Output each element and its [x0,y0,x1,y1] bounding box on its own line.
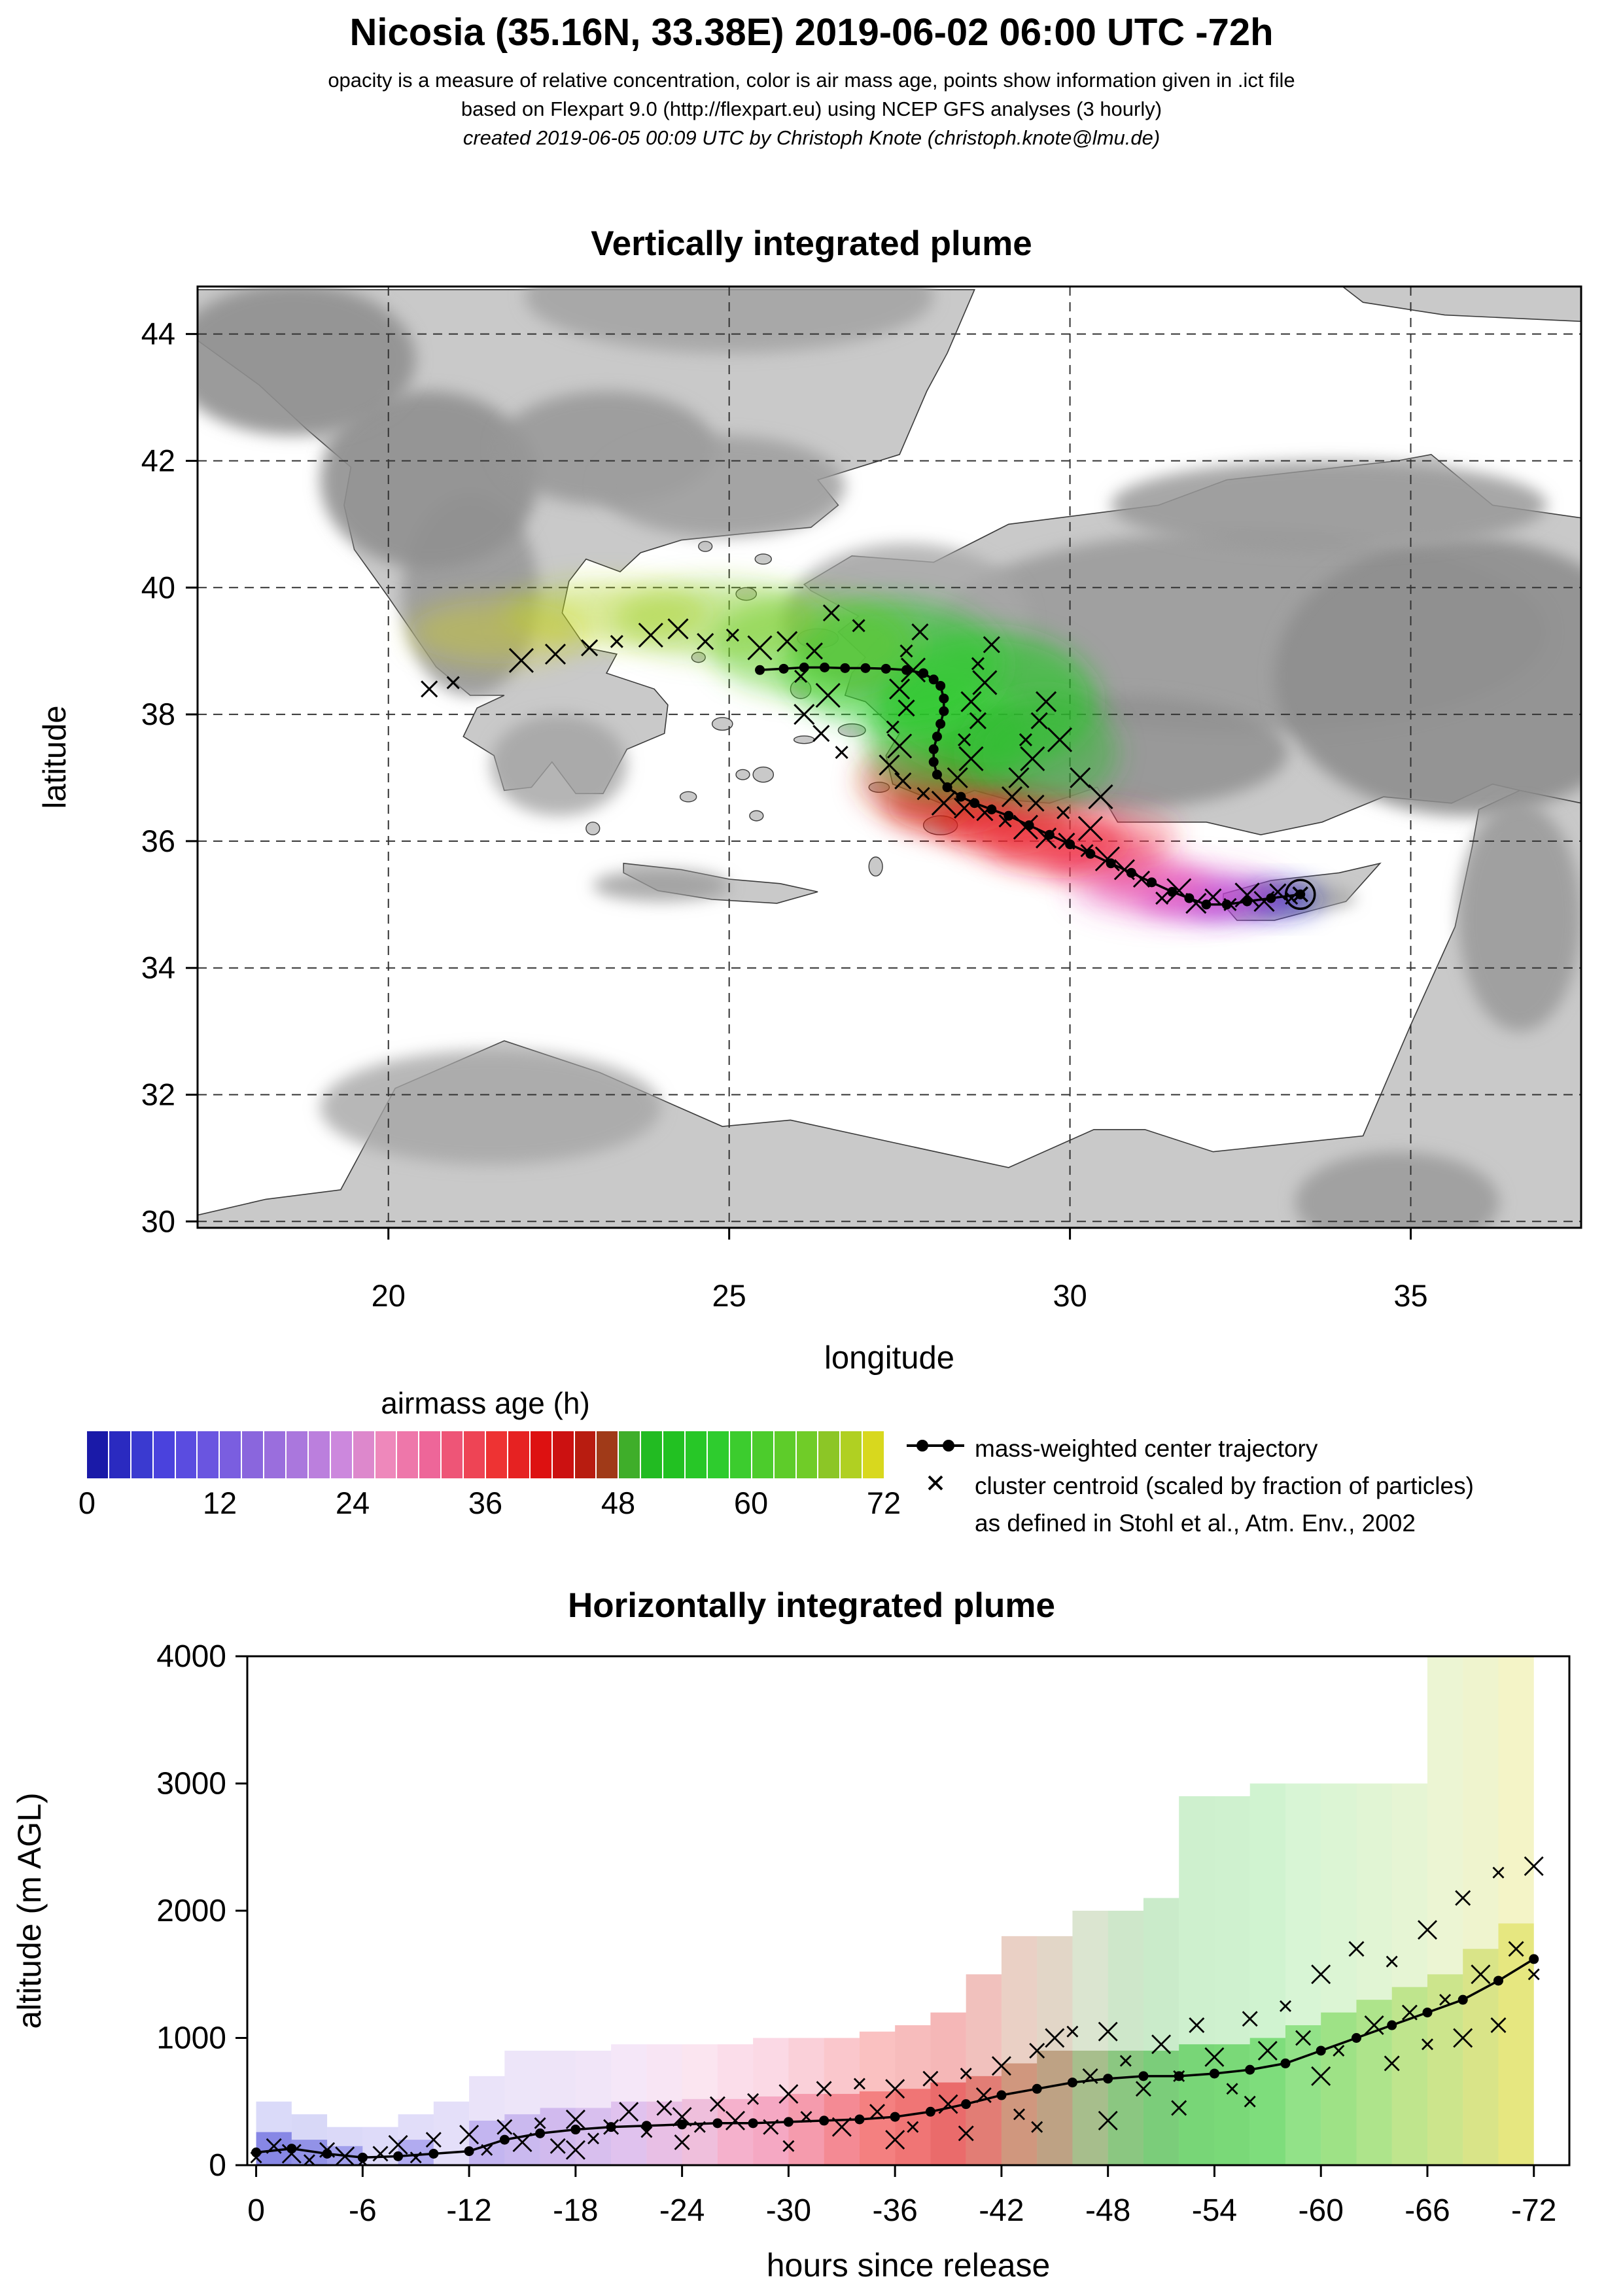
trajectory-line-icon [903,1433,975,1465]
svg-text:-48: -48 [1085,2193,1130,2228]
svg-text:35: 35 [1393,1278,1427,1313]
svg-text:-6: -6 [349,2193,377,2228]
svg-text:-30: -30 [766,2193,811,2228]
legend-centroid-label: cluster centroid (scaled by fraction of … [975,1472,1474,1499]
svg-text:altitude (m AGL): altitude (m AGL) [11,1792,48,2028]
colorbar-tick-label: 36 [468,1486,503,1520]
svg-text:-24: -24 [659,2193,705,2228]
svg-text:0: 0 [209,2148,226,2183]
svg-text:-60: -60 [1299,2193,1344,2228]
svg-text:34: 34 [141,950,175,985]
colorbar-tick-label: 12 [202,1486,237,1520]
colorbar [87,1431,884,1478]
svg-text:0: 0 [247,2193,265,2228]
svg-text:longitude: longitude [824,1340,954,1376]
legend-trajectory-label: mass-weighted center trajectory [975,1435,1318,1462]
profile-chart-title: Horizontally integrated plume [567,1586,1056,1625]
legend-trajectory-row: mass-weighted center trajectory [903,1430,1609,1467]
subtitle-line-2: based on Flexpart 9.0 (http://flexpart.e… [461,97,1162,120]
svg-text:42: 42 [141,443,175,478]
svg-text:1000: 1000 [156,2021,226,2056]
colorbar-tick-label: 72 [866,1486,901,1520]
svg-text:-66: -66 [1405,2193,1450,2228]
svg-text:-36: -36 [872,2193,917,2228]
cluster-centroid-icon [903,1470,975,1502]
map-chart-title: Vertically integrated plume [591,224,1032,263]
svg-text:30: 30 [1053,1278,1087,1313]
svg-text:25: 25 [712,1278,746,1313]
svg-text:20: 20 [372,1278,406,1313]
colorbar-tick-label: 0 [78,1486,96,1520]
profile-chart: 0 -6 -12 -18 -24 -30 -36 -42 -48 -54 -60 -66 -72 0 100… [11,1639,1571,2284]
colorbar-ticks: 0 12 24 36 48 60 72 [79,1485,901,1524]
legend-centroid-row: cluster centroid (scaled by fraction of … [903,1467,1609,1505]
svg-text:2000: 2000 [156,1894,226,1928]
header: Nicosia (35.16N, 33.38E) 2019-06-02 06:0… [0,10,1623,155]
map-chart: 20 25 30 35 30 32 34 36 38 40 42 44 longitude latitud… [37,285,1582,1376]
svg-text:36: 36 [141,824,175,858]
legend-reference-row: as defined in Stohl et al., Atm. Env., 2… [903,1505,1609,1542]
svg-text:38: 38 [141,697,175,731]
colorbar-title: airmass age (h) [381,1386,590,1420]
page-title: Nicosia (35.16N, 33.38E) 2019-06-02 06:0… [349,11,1274,54]
chart-legend: mass-weighted center trajectory cluster … [903,1430,1609,1542]
svg-text:40: 40 [141,570,175,604]
colorbar-block: airmass age (h) 0 12 24 36 48 60 72 [79,1385,901,1524]
colorbar-tick-label: 60 [733,1486,769,1520]
colorbar-tick-label: 24 [335,1486,370,1520]
subtitle-line-1: opacity is a measure of relative concent… [328,69,1295,92]
svg-text:3000: 3000 [156,1767,226,1801]
subtitle-line-3: created 2019-06-05 00:09 UTC by Christop… [462,126,1161,149]
svg-text:-54: -54 [1192,2193,1237,2228]
svg-text:latitude: latitude [37,705,73,809]
svg-text:30: 30 [141,1204,175,1238]
svg-text:-72: -72 [1511,2193,1556,2228]
colorbar-tick-label: 48 [601,1486,636,1520]
svg-text:-18: -18 [553,2193,598,2228]
svg-text:-12: -12 [446,2193,491,2228]
legend-reference-label: as defined in Stohl et al., Atm. Env., 2… [975,1509,1416,1537]
svg-text:4000: 4000 [156,1639,226,1674]
svg-text:32: 32 [141,1077,175,1112]
svg-text:-42: -42 [979,2193,1024,2228]
svg-text:44: 44 [141,317,175,351]
svg-text:hours since release: hours since release [767,2247,1051,2284]
